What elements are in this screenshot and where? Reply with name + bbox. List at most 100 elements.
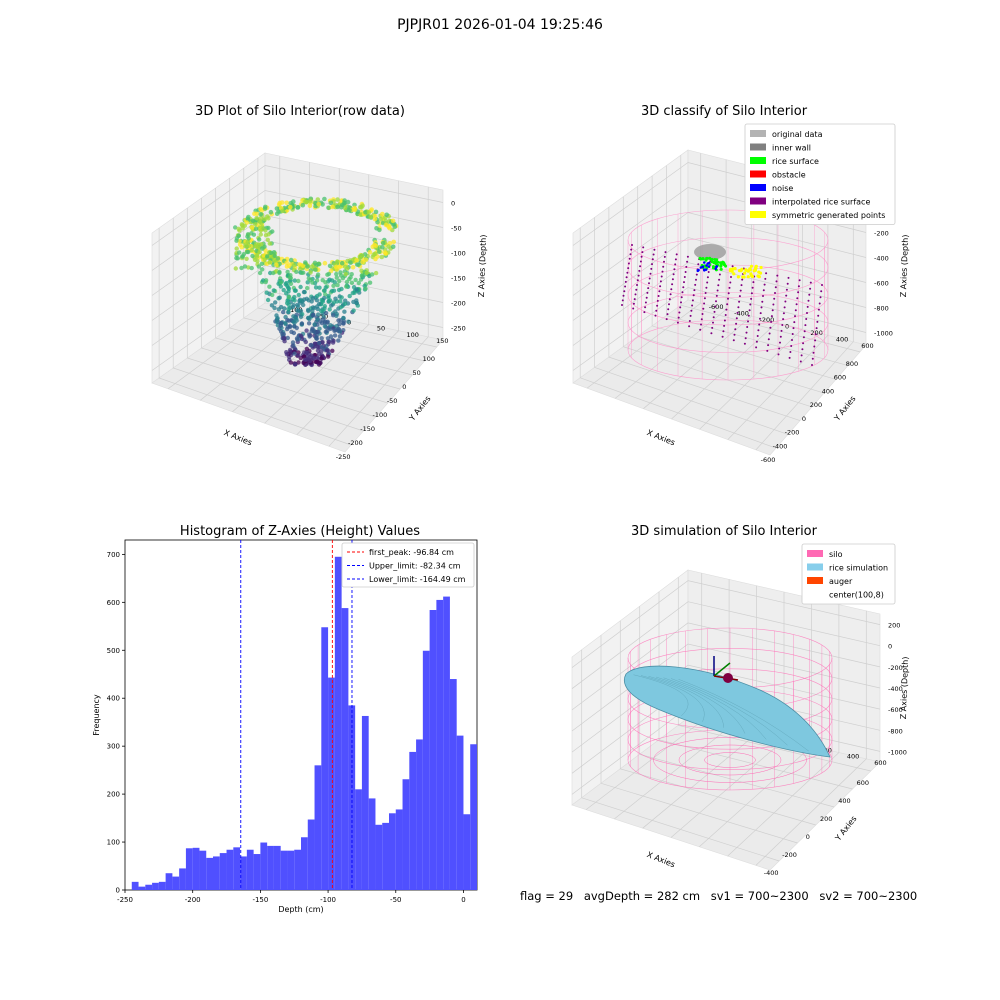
p1-ygrid — [328, 186, 429, 447]
p2-interpolated-point — [680, 301, 682, 304]
p2-interpolated-point — [747, 320, 749, 323]
p2-interpolated-point — [643, 311, 646, 314]
p2-symmetric-point — [743, 271, 747, 275]
p4-silo-floor-ring — [653, 737, 807, 783]
p1-scatter-point — [297, 262, 302, 267]
p2-interpolated-point — [748, 309, 751, 312]
p1-scatter-point — [370, 272, 375, 277]
p2-symmetric-point — [733, 267, 737, 271]
p4-surface-mesh — [663, 677, 767, 740]
p1-scatter-point — [315, 197, 321, 202]
p2-interpolated-point — [757, 329, 760, 332]
p1-scatter-point — [295, 304, 301, 309]
p1-xtick-label: -50 — [387, 397, 398, 405]
p1-scatter-point — [300, 202, 306, 208]
p2-interpolated-point — [771, 309, 774, 312]
p4-surface-mesh — [678, 679, 809, 752]
p3-hist-bar — [219, 853, 227, 890]
p4-silo-floor-ring — [704, 752, 756, 768]
p1-scatter-point — [294, 269, 299, 274]
p2-interpolated-point — [634, 293, 637, 296]
p4-ytick-label: 400 — [847, 753, 859, 761]
p2-interpolated-point — [718, 278, 721, 281]
p3-hist-bar — [233, 847, 241, 890]
p2-interpolated-point — [672, 273, 675, 276]
p2-interpolated-point — [806, 312, 808, 314]
p4-surface-mesh — [648, 676, 724, 728]
p1-scatter-point — [308, 277, 313, 283]
p2-interpolated-point — [624, 280, 627, 283]
p2-interpolated-point — [767, 344, 770, 347]
p2-rice-point — [724, 264, 728, 268]
p1-scatter-point — [347, 293, 352, 299]
p1-scatter-point — [363, 286, 368, 291]
p2-interpolated-point — [800, 354, 803, 357]
p2-xtick-label: 400 — [822, 387, 834, 395]
p1-scatter-point — [237, 228, 242, 233]
p1-scatter-point — [249, 265, 254, 271]
p4-silo-floor-ring — [678, 744, 782, 776]
p2-symmetric-point — [728, 269, 733, 273]
p2-interpolated-point — [784, 300, 787, 303]
p4-ytick-label: 600 — [874, 759, 886, 767]
p1-scatter-point — [277, 295, 282, 300]
p1-scatter-point — [328, 323, 333, 328]
p1-scatter-point — [262, 206, 268, 211]
p2-interpolated-point — [770, 320, 773, 323]
p1-scatter-point — [318, 360, 323, 366]
p2-interpolated-point — [693, 289, 696, 292]
p2-interpolated-point — [654, 314, 657, 317]
p1-scatter-point — [298, 333, 304, 338]
p2-interpolated-point — [809, 281, 812, 284]
p1-scatter-point — [242, 264, 248, 269]
p2-interpolated-point — [655, 309, 658, 312]
p2-xgrid — [608, 207, 801, 421]
p2-interpolated-point — [747, 314, 750, 317]
p3-ytick-label: 0 — [116, 887, 120, 895]
p3-hist-bar — [165, 873, 173, 890]
p2-interpolated-point — [772, 303, 775, 306]
p3-ytick-label: 600 — [107, 599, 120, 607]
p1-scatter-point — [323, 280, 328, 285]
p2-interpolated-point — [808, 293, 811, 296]
p1-scatter-point — [337, 278, 342, 284]
p2-interpolated-point — [767, 338, 770, 341]
p1-scatter-point — [327, 339, 332, 345]
p3-hist-bar — [253, 854, 261, 890]
p2-interpolated-point — [812, 351, 815, 354]
p4-surface-mesh — [633, 674, 689, 717]
p3-xtick-label: -100 — [320, 896, 336, 904]
p1-scatter-point — [367, 249, 373, 255]
p1-scatter-point — [309, 343, 314, 348]
p2-interpolated-point — [756, 335, 759, 337]
p1-scatter-point — [356, 280, 361, 286]
p2-interpolated-point — [660, 275, 663, 278]
p3-hist-bar — [179, 868, 186, 890]
p2-interpolated-point — [690, 309, 693, 312]
p1-scatter-point — [331, 338, 336, 343]
p1-scatter-point — [359, 273, 364, 278]
p2-interpolated-point — [673, 268, 676, 271]
p4-zgrid — [571, 580, 881, 668]
p3-hist-bar — [199, 850, 207, 890]
p3-hist-bar — [422, 650, 430, 890]
p2-interpolated-point — [751, 286, 754, 289]
p2-legend-swatch — [750, 184, 766, 191]
p2-interpolated-point — [629, 253, 632, 256]
p1-scatter-point — [252, 222, 258, 227]
p1-scatter-point — [363, 257, 369, 263]
p2-interpolated-point — [714, 305, 717, 308]
p1-zgrid — [151, 265, 444, 346]
p2-interpolated-point — [636, 284, 638, 286]
p2-legend-label: rice surface — [772, 157, 819, 166]
p2-zgrid — [572, 237, 867, 321]
p1-scatter-point — [251, 232, 257, 237]
p1-scatter-point — [263, 279, 268, 285]
p1-scatter-point — [307, 203, 313, 209]
p2-interpolated-point — [670, 288, 673, 291]
p1-scatter-point — [338, 305, 343, 310]
p1-scatter-point — [328, 326, 333, 331]
p1-scatter-point — [356, 262, 361, 268]
p1-scatter-point — [266, 225, 271, 231]
p2-ytick-label: -600 — [709, 303, 724, 311]
